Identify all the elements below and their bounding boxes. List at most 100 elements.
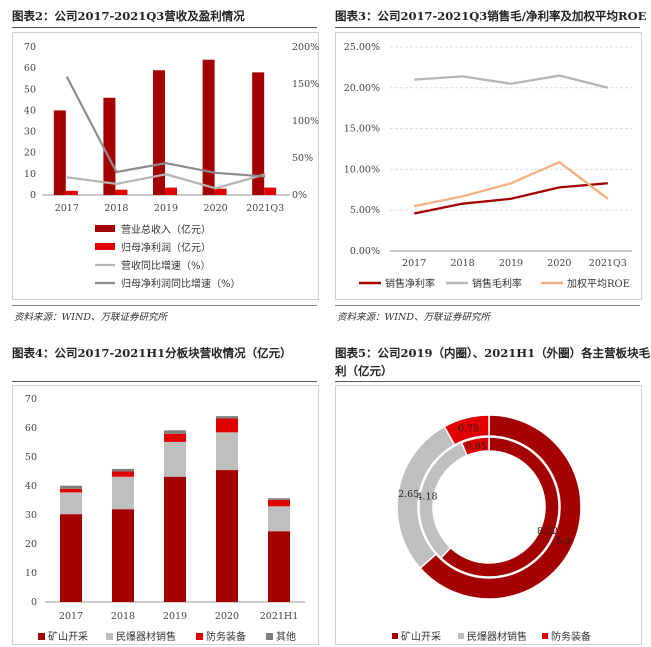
chart4-title-rule: [12, 381, 317, 382]
chart3-line-0: [413, 182, 608, 215]
chart4-y-tick-label: 30: [25, 510, 37, 521]
chart2-legend-swatch: [95, 243, 115, 250]
chart5-legend-label: 防务装备: [551, 630, 591, 643]
chart4-y-tick-label: 0: [31, 597, 37, 608]
chart4-bar-segment-0: [112, 509, 134, 602]
chart4-y-tick-label: 70: [25, 394, 37, 405]
chart4-title: 图表4：公司2017-2021H1分板块营收情况（亿元）: [12, 346, 292, 360]
chart2-line-profit-growth: [65, 76, 266, 178]
chart2-legend-label: 营业总收入（亿元）: [121, 223, 211, 236]
chart4-bar-segment-0: [60, 514, 82, 602]
chart4-bar-segment-3: [60, 485, 82, 489]
chart3-title-rule: [335, 27, 640, 28]
chart2-x-tick-label: 2017: [55, 203, 79, 214]
chart3-line-1: [414, 74, 609, 89]
chart4-bar-segment-2: [268, 499, 290, 507]
chart2-y2-tick-label: 50%: [292, 153, 313, 164]
chart5-title-rule: [335, 381, 640, 382]
chart4-x-tick-label: 2021H1: [260, 611, 299, 622]
chart4-bar-segment-1: [60, 492, 82, 515]
chart3-legend-label: 加权平均ROE: [567, 277, 630, 290]
chart2-y2-tick-label: 0%: [292, 190, 307, 201]
chart2-legend-swatch: [95, 225, 115, 232]
chart4-bar-segment-3: [112, 468, 134, 472]
chart2-source-rule: [12, 305, 317, 306]
chart2-y-tick-label: 70: [24, 42, 36, 53]
chart5-title-line1: 图表5：公司2019（内圈）、2021H1（外圈）各主营板块毛: [335, 346, 651, 360]
chart5-inner-data-label: 0.85: [466, 441, 487, 452]
chart2-bar-revenue: [202, 59, 215, 195]
chart3-frame: [335, 32, 642, 300]
chart2-legend-label: 营收同比增速（%）: [121, 259, 211, 272]
chart3-x-tick-label: 2019: [499, 258, 523, 269]
chart4-bar-segment-0: [268, 531, 290, 602]
chart3-y-tick-label: 20.00%: [344, 83, 380, 94]
chart4-bar-segment-1: [216, 432, 238, 471]
chart4-legend-label: 其他: [276, 630, 296, 643]
chart2-y-tick-label: 50: [24, 84, 36, 95]
chart4-bar-segment-3: [268, 498, 290, 500]
chart2-y-tick-label: 20: [24, 148, 36, 159]
chart3-x-tick-label: 2020: [547, 258, 571, 269]
chart2-y-tick-label: 60: [24, 63, 36, 74]
chart2-y2-tick-label: 200%: [292, 42, 319, 53]
chart5-inner-data-label: 8.22: [537, 526, 558, 537]
chart4-bar-segment-2: [60, 488, 82, 493]
chart5-outer-slice-2: [443, 414, 490, 446]
chart5-legend-swatch: [392, 633, 398, 639]
chart3-x-tick-label: 2021Q3: [589, 258, 627, 269]
chart2-x-tick-label: 2020: [204, 203, 228, 214]
chart2-bar-profit: [214, 188, 227, 195]
chart3-y-tick-label: 15.00%: [344, 124, 380, 135]
chart2-legend-label: 归母净利润（亿元）: [121, 241, 211, 254]
chart5-outer-data-label: 5.9: [556, 536, 571, 547]
chart4-legend-swatch: [106, 633, 113, 640]
chart5-title-line2: 利（亿元）: [335, 364, 393, 378]
chart2-title: 图表2：公司2017-2021Q3营收及盈利情况: [12, 9, 245, 23]
chart4-x-tick-label: 2017: [59, 611, 83, 622]
chart4-y-tick-label: 40: [25, 481, 37, 492]
chart2-x-tick-label: 2018: [104, 203, 128, 214]
chart4-bar-segment-1: [268, 506, 290, 532]
chart4-legend-swatch: [266, 633, 273, 640]
chart3-source-rule: [335, 305, 640, 306]
chart4-x-tick-label: 2020: [215, 611, 239, 622]
chart2-y2-tick-label: 150%: [292, 79, 319, 90]
chart2-source: 资料来源：WIND、万联证券研究所: [14, 312, 167, 323]
chart3-y-tick-label: 10.00%: [344, 164, 380, 175]
chart5-outer-slice-0: [419, 414, 582, 600]
chart4-y-tick-label: 60: [25, 423, 37, 434]
chart4-x-tick-label: 2018: [111, 611, 135, 622]
chart4-x-tick-label: 2019: [163, 611, 187, 622]
chart2-legend-label: 归母净利润同比增速（%）: [121, 277, 241, 290]
chart2-x-tick-label: 2021Q3: [246, 203, 284, 214]
chart5-inner-data-label: 4.18: [416, 491, 437, 502]
chart4-bar-segment-3: [216, 416, 238, 419]
chart2-line-revenue-growth: [66, 173, 266, 190]
chart2-bar-revenue: [53, 110, 66, 195]
chart4-legend-label: 矿山开采: [48, 630, 88, 643]
chart4-y-tick-label: 50: [25, 452, 37, 463]
chart2-y-tick-label: 10: [24, 169, 36, 180]
chart4-bar-segment-0: [164, 476, 186, 602]
chart5-outer-data-label: 0.75: [458, 424, 479, 435]
chart4-bar-segment-3: [164, 430, 186, 434]
chart2-bar-revenue: [252, 72, 265, 195]
chart2-y-tick-label: 0: [30, 190, 36, 201]
chart4-bar-segment-2: [164, 433, 186, 442]
chart3-x-tick-label: 2018: [451, 258, 475, 269]
chart3-y-tick-label: 5.00%: [350, 205, 380, 216]
chart2-bar-profit: [165, 187, 177, 195]
chart2-title-rule: [12, 27, 317, 28]
chart2-bar-profit: [115, 189, 128, 195]
chart3-source: 资料来源：WIND、万联证券研究所: [337, 312, 490, 323]
chart2-y-tick-label: 40: [24, 105, 36, 116]
chart4-y-tick-label: 10: [25, 568, 37, 579]
chart3-legend-label: 销售净利率: [385, 277, 435, 290]
chart3-y-tick-label: 25.00%: [344, 42, 380, 53]
chart2-x-tick-label: 2019: [154, 203, 178, 214]
